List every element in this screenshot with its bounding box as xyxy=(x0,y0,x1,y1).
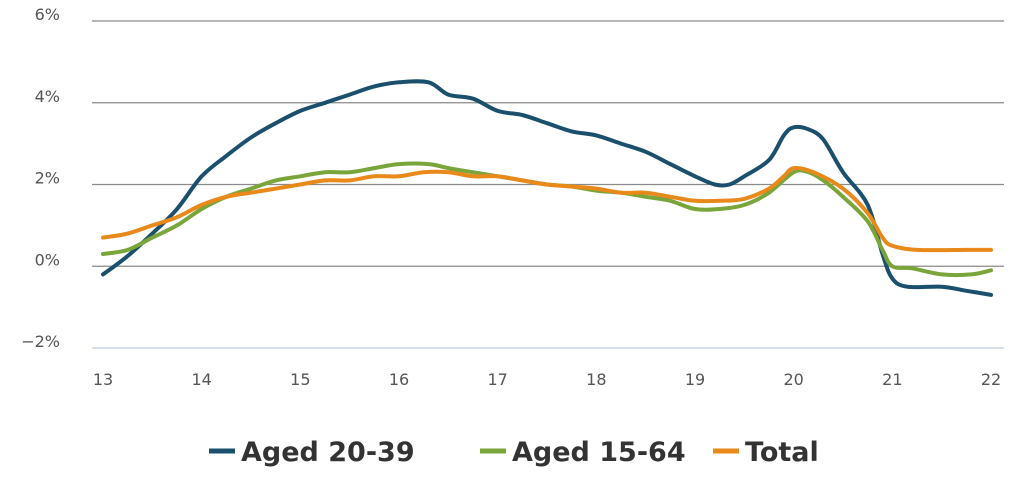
legend-item-aged-15-64: Aged 15-64 xyxy=(480,437,686,468)
series-line-aged-15-64 xyxy=(101,161,993,278)
y-tick-label: 2% xyxy=(35,169,60,188)
series-line-total xyxy=(101,165,993,253)
y-axis-ticks: −2% 0% 2% 4% 6% xyxy=(21,5,60,351)
x-tick-label: 20 xyxy=(783,370,803,389)
y-tick-label: 0% xyxy=(35,250,60,269)
legend-item-total: Total xyxy=(713,437,819,468)
y-tick-label: 6% xyxy=(35,5,60,24)
x-tick-label: 18 xyxy=(586,370,606,389)
legend-item-aged-20-39: Aged 20-39 xyxy=(209,437,415,468)
x-tick-label: 15 xyxy=(290,370,310,389)
legend-label: Aged 15-64 xyxy=(512,437,686,468)
x-tick-label: 14 xyxy=(191,370,211,389)
x-tick-label: 22 xyxy=(981,370,1001,389)
x-tick-label: 13 xyxy=(93,370,113,389)
x-axis-ticks: 13 14 15 16 17 18 19 20 21 22 xyxy=(93,370,1001,389)
y-tick-label: 4% xyxy=(35,87,60,106)
x-tick-label: 19 xyxy=(685,370,705,389)
x-tick-label: 21 xyxy=(882,370,902,389)
legend-label: Total xyxy=(745,437,819,468)
legend: Aged 20-39 Aged 15-64 Total xyxy=(209,437,819,468)
y-tick-label: −2% xyxy=(21,332,60,351)
x-tick-label: 16 xyxy=(389,370,409,389)
series-line-aged-20-39 xyxy=(101,79,993,297)
x-tick-label: 17 xyxy=(487,370,507,389)
legend-label: Aged 20-39 xyxy=(241,437,415,468)
series-layer xyxy=(101,79,993,297)
